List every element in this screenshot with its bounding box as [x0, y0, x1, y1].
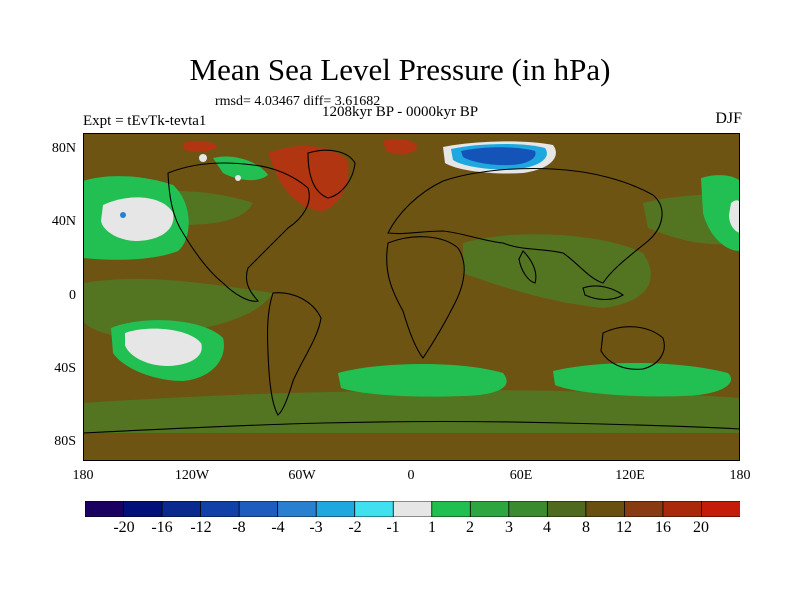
lon-label: 60E — [509, 468, 533, 483]
lat-label: 40N — [51, 214, 76, 229]
plot-title: Mean Sea Level Pressure (in hPa) — [189, 52, 611, 87]
lat-label: 80N — [51, 141, 76, 156]
experiment-label: Expt = tEvTk-tevta1 — [83, 113, 207, 129]
lat-label: 0 — [69, 288, 76, 303]
positive-anomaly-region — [183, 139, 418, 211]
colorbar-label: 8 — [582, 519, 590, 536]
colorbar-swatch — [277, 501, 318, 517]
colorbar-swatch — [238, 501, 279, 517]
pressure-map — [83, 133, 740, 461]
colorbar-swatch — [624, 501, 664, 517]
colorbar-swatch — [161, 501, 202, 517]
lat-label: 80S — [54, 434, 76, 449]
colorbar-label: 3 — [505, 519, 513, 536]
colorbar-swatch — [469, 501, 510, 517]
colorbar-label: -8 — [232, 519, 246, 536]
near-zero-regions — [101, 197, 740, 366]
lon-label: 60W — [288, 468, 316, 483]
coastlines — [83, 149, 740, 434]
colorbar-swatch — [508, 501, 549, 517]
lon-label: 180 — [729, 468, 751, 483]
colorbar-swatch — [546, 501, 587, 517]
colorbar-label: 12 — [616, 519, 632, 536]
stats-text: rmsd= 4.03467 diff= 3.61682 — [215, 94, 381, 109]
lon-label: 180 — [72, 468, 94, 483]
colorbar-label: 16 — [655, 519, 671, 536]
colorbar-label: -20 — [113, 519, 135, 536]
colorbar-label: -4 — [271, 519, 285, 536]
negative-anomaly-region — [120, 141, 556, 218]
colorbar-swatch — [431, 501, 472, 517]
colorbar-label: -2 — [348, 519, 362, 536]
colorbar-swatch — [200, 501, 241, 517]
colorbar-swatch — [123, 501, 163, 517]
lat-label: 40S — [54, 361, 76, 376]
colorbar-swatch — [354, 501, 395, 517]
colorbar-swatch — [85, 501, 125, 517]
colorbar-label: 2 — [466, 519, 474, 536]
colorbar-swatch — [701, 501, 740, 517]
colorbar-label: -12 — [190, 519, 212, 536]
map-frame — [83, 133, 740, 461]
anomaly-patches-small — [83, 191, 740, 433]
colorbar-label: 4 — [543, 519, 551, 536]
season-label: DJF — [715, 110, 742, 127]
colorbar-swatch — [662, 501, 703, 517]
colorbar — [85, 501, 740, 517]
colorbar-label: 1 — [428, 519, 436, 536]
colorbar-label: -16 — [151, 519, 173, 536]
lon-label: 0 — [407, 468, 415, 483]
colorbar-label: -3 — [309, 519, 323, 536]
colorbar-swatch — [585, 501, 626, 517]
period-text: 1208kyr BP - 0000kyr BP — [322, 104, 479, 120]
colorbar-swatch — [315, 501, 356, 517]
colorbar-label: 20 — [693, 519, 709, 536]
colorbar-swatch — [392, 501, 433, 517]
lon-label: 120W — [174, 468, 210, 483]
lon-label: 120E — [615, 468, 645, 483]
colorbar-label: -1 — [386, 519, 400, 536]
